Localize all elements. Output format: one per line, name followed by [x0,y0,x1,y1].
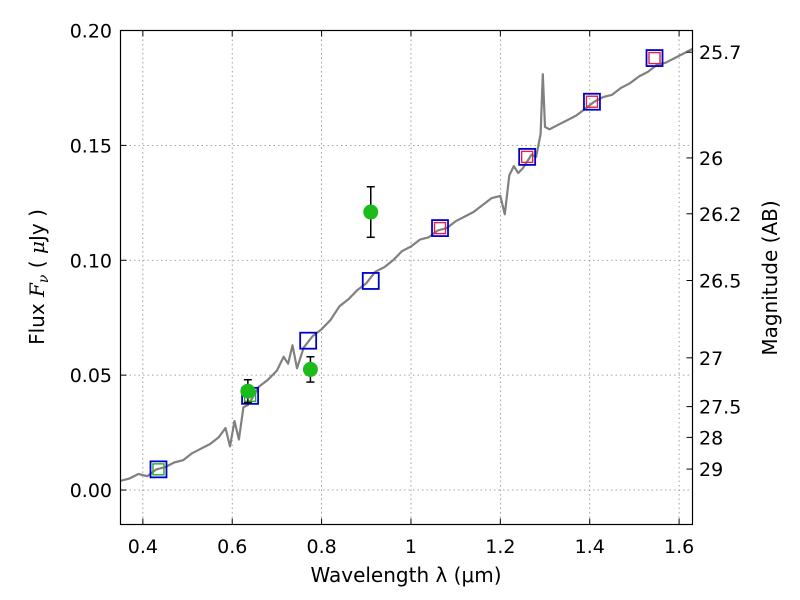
magnitude-tick-label: 26.2 [699,204,741,226]
sed-spectrum [120,47,694,482]
x-tick-label: 0.4 [128,536,158,558]
model-square-marker [149,460,168,479]
right-axis-title: Magnitude (AB) [758,200,782,355]
magnitude-tick-label: 25.7 [699,42,741,64]
observed-point [363,204,379,220]
x-axis-title: Wavelength λ (μm) [310,563,501,587]
magnitude-tick-label: 26 [699,148,723,170]
model-square-marker [431,219,449,238]
model-photometry [149,49,664,479]
magnitude-tick-label: 27 [699,348,723,370]
model-square-marker [583,92,601,111]
magnitude-tick-label: 28 [699,427,723,449]
x-tick-label: 1 [405,536,417,558]
sed-line [120,47,694,482]
x-axis-ticks: 0.4 0.6 0.8 1 1.2 1.4 1.6 [128,30,694,558]
magnitude-tick-label: 29 [699,459,723,481]
y-tick-label: 0.10 [70,250,112,272]
x-tick-label: 1.6 [664,536,694,558]
model-square-marker [645,49,664,67]
y-tick-label: 0.00 [70,480,112,502]
observed-point [302,361,318,377]
model-square-marker [518,147,537,166]
model-square-marker [299,331,318,350]
y-tick-label: 0.20 [70,21,112,43]
y-tick-label: 0.15 [70,135,112,157]
model-square-marker [361,272,380,290]
observed-photometry [240,185,379,404]
y-axis-ticks: 0.00 0.05 0.10 0.15 0.20 [70,21,127,502]
grid [120,30,693,525]
model-inner-square-marker [585,95,599,108]
y-axis-title: Flux Fν ( μJy ) [25,209,52,345]
model-inner-square-marker [152,463,165,476]
x-tick-label: 1.4 [575,536,605,558]
x-tick-label: 0.8 [306,536,336,558]
model-inner-square-marker [520,150,534,164]
magnitude-tick-label: 26.5 [699,270,741,292]
plot-frame [119,29,694,526]
x-tick-label: 0.6 [217,536,247,558]
y-tick-label: 0.05 [70,365,112,387]
observed-point [240,383,256,399]
magnitude-tick-label: 27.5 [699,397,741,419]
model-inner-square-marker [648,51,661,65]
x-tick-label: 1.2 [485,536,515,558]
magnitude-axis-ticks: 25.7 26 26.2 26.5 27 27.5 28 29 [686,42,741,481]
model-inner-square-marker [433,221,447,235]
